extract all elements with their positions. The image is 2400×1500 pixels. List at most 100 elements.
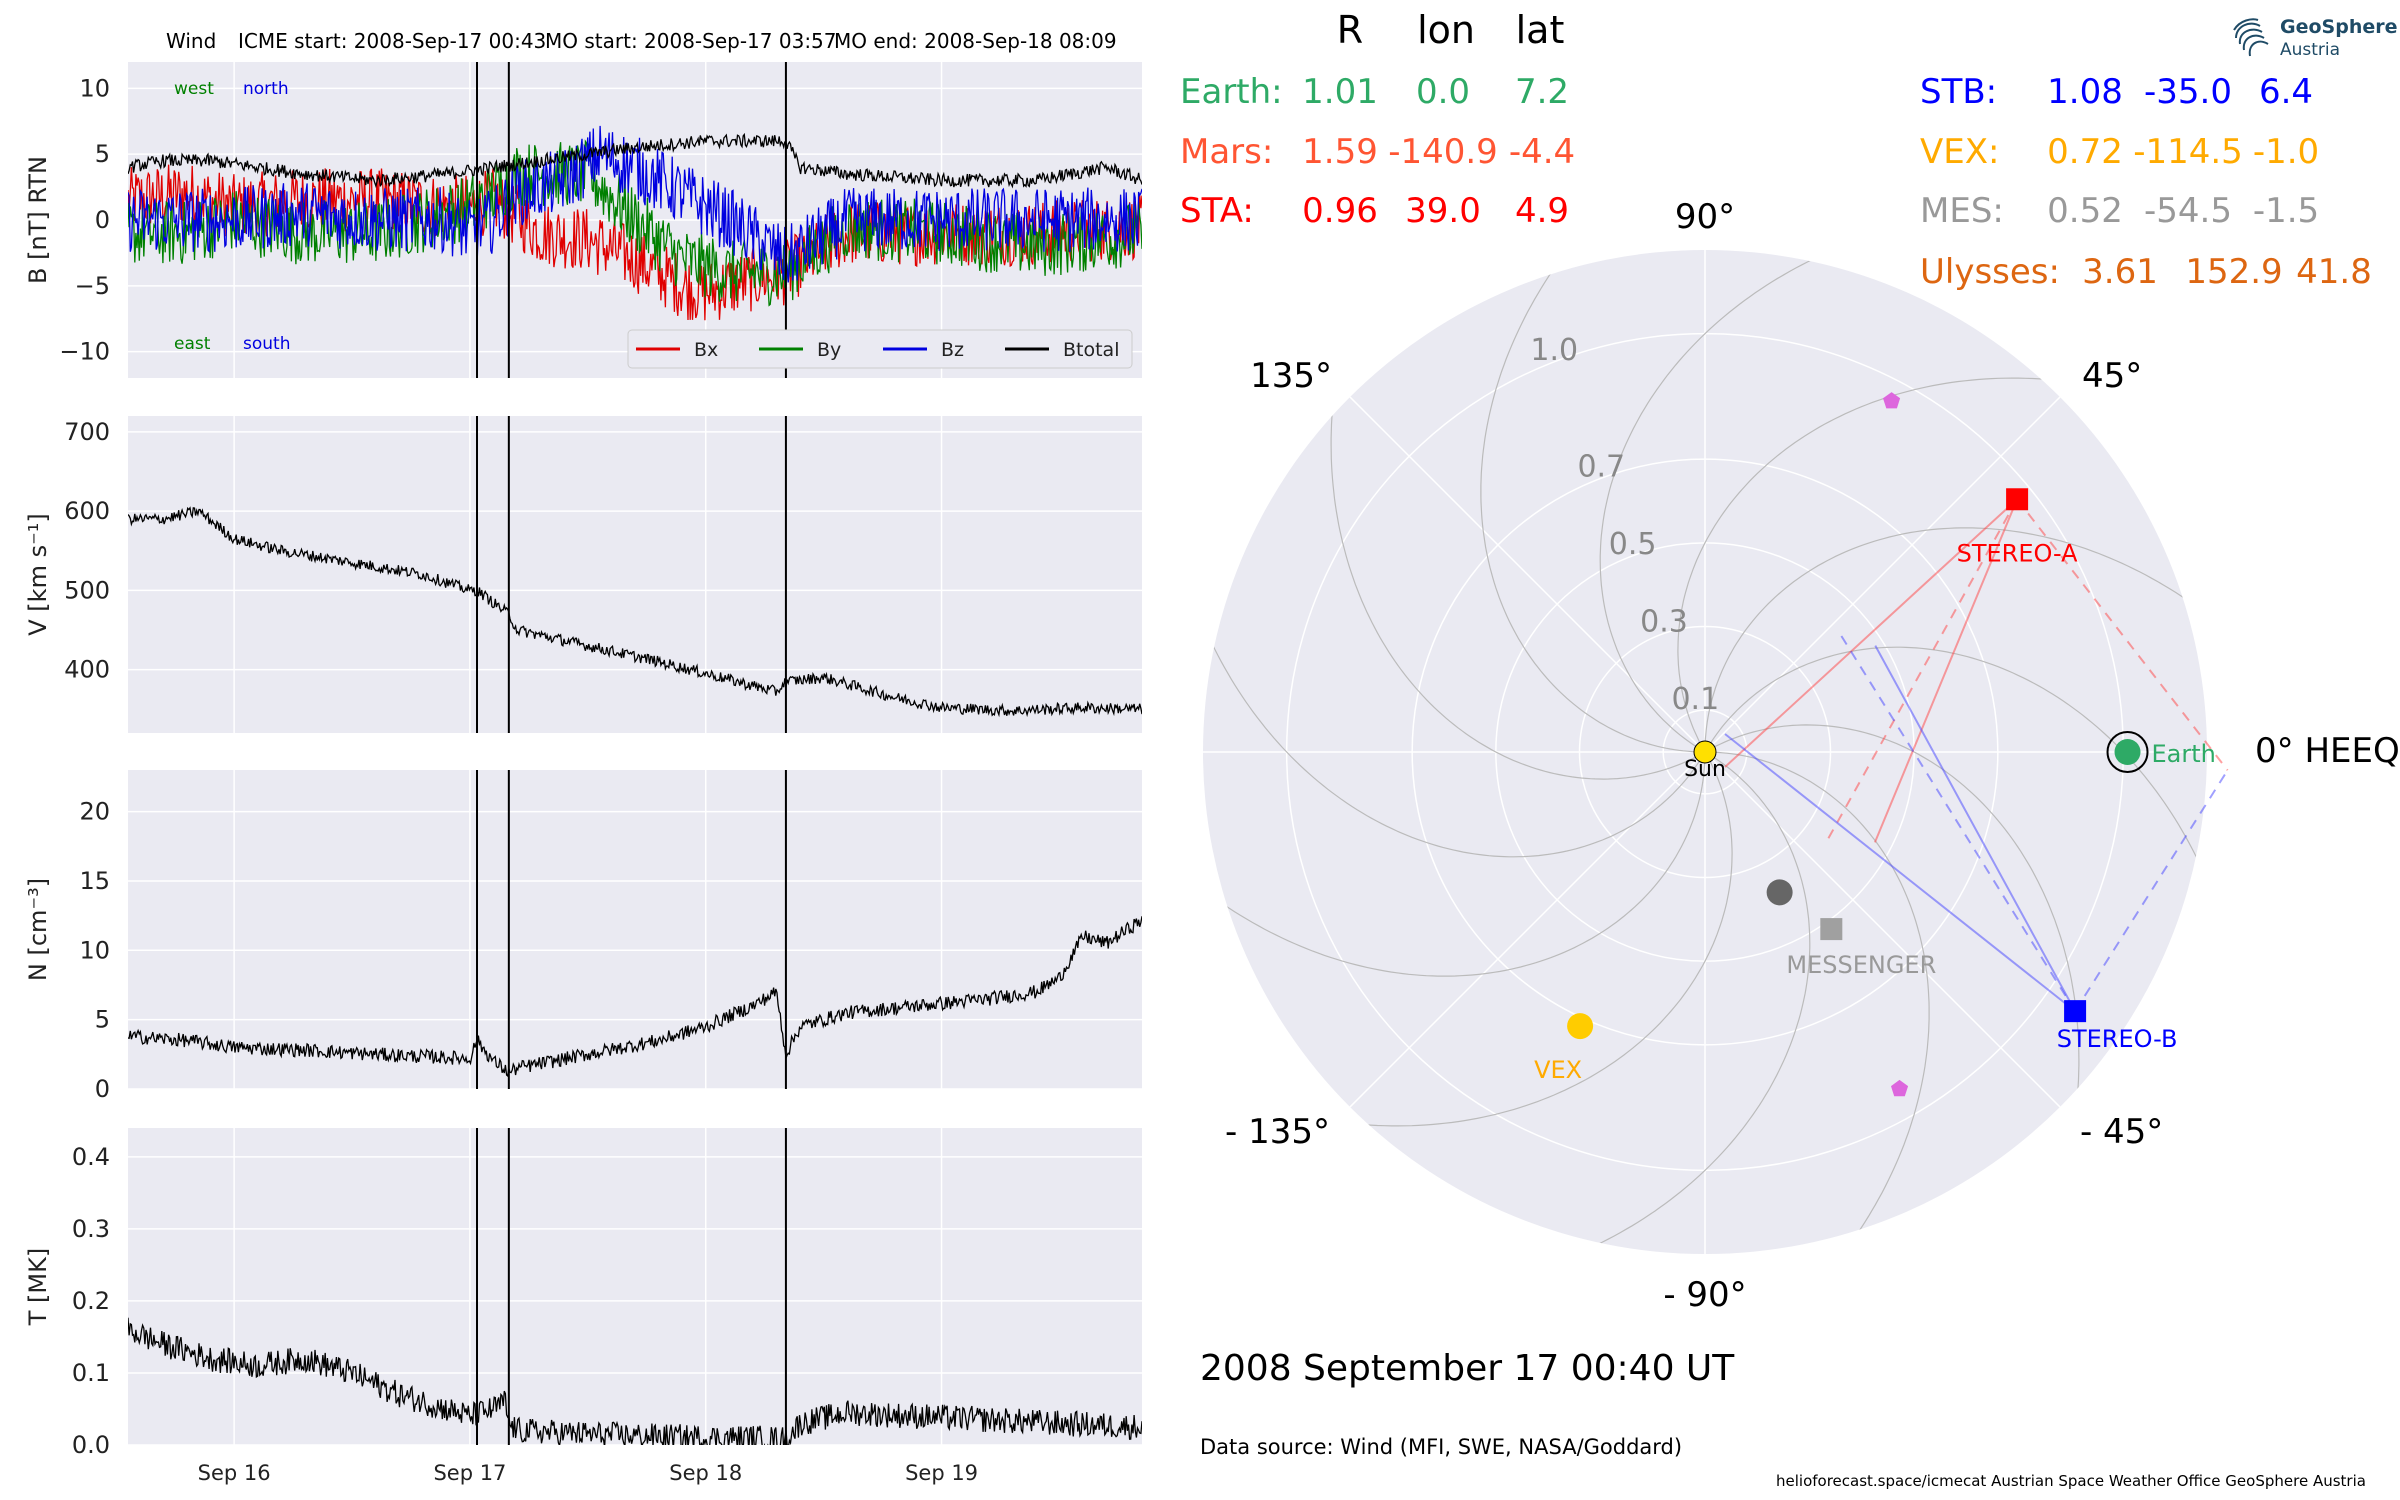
series-line-data bbox=[128, 506, 1142, 718]
header-spacecraft: Wind bbox=[166, 29, 217, 53]
ytick-label: 0.0 bbox=[72, 1431, 110, 1459]
ytick-label: 0.4 bbox=[72, 1143, 110, 1171]
ytick-label: −5 bbox=[75, 272, 110, 300]
annotation-west: west bbox=[174, 79, 214, 99]
series-line-Btotal bbox=[128, 132, 1142, 189]
legend-label: Bz bbox=[941, 339, 964, 361]
xtick-label: Sep 19 bbox=[905, 1461, 978, 1485]
panel-2: 400 500 600 700 V [km s⁻¹] bbox=[24, 416, 1142, 733]
venus-pentagon-lower-marker bbox=[1891, 1079, 1909, 1097]
parker-spiral bbox=[1599, 250, 1841, 753]
ytick-label: 10 bbox=[79, 74, 110, 102]
ytick-label: 0.2 bbox=[72, 1287, 110, 1315]
series-line-data bbox=[128, 916, 1142, 1078]
messenger-label: MESSENGER bbox=[1786, 951, 1936, 979]
angle-label: 0° HEEQ bbox=[2255, 731, 2400, 771]
table-row-name: STA: bbox=[1180, 191, 1254, 231]
parker-spiral bbox=[1335, 751, 1733, 1127]
venus-pentagon-upper-marker bbox=[1883, 392, 1901, 409]
table-row-name: MES: bbox=[1920, 191, 2004, 231]
polar-spoke bbox=[1349, 751, 1706, 1108]
messenger-marker bbox=[1820, 918, 1843, 941]
parker-spiral bbox=[1677, 377, 2075, 753]
legend-label: Bx bbox=[694, 339, 718, 361]
angle-label: 90° bbox=[1675, 197, 1735, 237]
logo-text-line2: Austria bbox=[2280, 40, 2341, 60]
ytick-label: 5 bbox=[95, 140, 110, 168]
ytick-label: 500 bbox=[64, 576, 110, 604]
data-source: Data source: Wind (MFI, SWE, NASA/Goddar… bbox=[1200, 1435, 1683, 1459]
legend-box bbox=[627, 329, 1133, 369]
stereo-b-marker bbox=[2064, 1000, 2087, 1023]
vex-label: VEX bbox=[1534, 1056, 1582, 1084]
annotation-south: south bbox=[243, 334, 290, 354]
r-tick-label: 0.5 bbox=[1609, 527, 1657, 562]
series-line-data bbox=[128, 1317, 1142, 1445]
table-row-name: Ulysses: bbox=[1920, 252, 2060, 292]
mercury-marker bbox=[1766, 879, 1793, 906]
ytick-label: 0.3 bbox=[72, 1215, 110, 1243]
xtick-label: Sep 17 bbox=[433, 1461, 506, 1485]
parker-spiral bbox=[1203, 616, 1706, 858]
ytick-label: 5 bbox=[95, 1006, 110, 1034]
polar-spoke bbox=[1704, 396, 2061, 753]
xtick-label: Sep 18 bbox=[669, 1461, 742, 1485]
table-row-name: STB: bbox=[1920, 72, 1998, 112]
ytick-label: −10 bbox=[59, 338, 110, 366]
xtick-label: Sep 16 bbox=[198, 1461, 271, 1485]
parker-spiral bbox=[1330, 382, 1706, 780]
parker-spiral bbox=[1704, 646, 2207, 888]
ytick-label: 0 bbox=[95, 206, 110, 234]
ytick-label: 0.1 bbox=[72, 1359, 110, 1387]
stereo-b-label: STEREO-B bbox=[2057, 1025, 2178, 1053]
sun-label: Sun bbox=[1684, 757, 1726, 782]
timestamp: 2008 September 17 00:40 UT bbox=[1200, 1348, 1735, 1389]
ytick-label: 600 bbox=[64, 497, 110, 525]
ylabel: V [km s⁻¹] bbox=[24, 513, 52, 635]
parker-spiral bbox=[1705, 751, 1930, 1254]
header-icme-start: ICME start: 2008-Sep-17 00:43 bbox=[238, 29, 547, 53]
header-mo-start: MO start: 2008-Sep-17 03:57 bbox=[545, 29, 837, 53]
angle-label: 45° bbox=[2082, 356, 2142, 396]
sta-line bbox=[1873, 498, 2019, 843]
logo-swirl-icon bbox=[2233, 18, 2269, 57]
panel-background bbox=[128, 416, 1142, 733]
stereo-a-marker bbox=[2006, 488, 2029, 511]
r-tick-label: 1.0 bbox=[1530, 333, 1578, 368]
parker-spiral bbox=[1569, 751, 1811, 1254]
panel-4: 0.0 0.1 0.2 0.3 0.4 Sep 16 Sep 17 Sep 18 Sep 19 T… bbox=[24, 1128, 1142, 1485]
annotation-east: east bbox=[174, 334, 211, 354]
header-mo-end: MO end: 2008-Sep-18 08:09 bbox=[834, 29, 1117, 53]
table-row-name: Earth: bbox=[1180, 72, 1283, 112]
panel-3: 0 5 10 15 20 N [cm⁻³] bbox=[24, 770, 1142, 1103]
ytick-label: 20 bbox=[79, 798, 110, 826]
annotation-north: north bbox=[243, 79, 289, 99]
legend: Bx By Bz Btotal bbox=[627, 329, 1133, 369]
vex-marker bbox=[1567, 1013, 1594, 1040]
r-tick-label: 0.7 bbox=[1577, 449, 1625, 484]
angle-label: - 45° bbox=[2080, 1112, 2163, 1152]
credits: helioforecast.space/icmecat Austrian Spa… bbox=[1776, 1472, 2366, 1490]
stb-line bbox=[1837, 631, 2076, 1012]
angle-label: - 90° bbox=[1663, 1275, 1746, 1315]
earth-ring bbox=[2106, 731, 2149, 773]
ytick-label: 10 bbox=[79, 936, 110, 964]
polar-spoke bbox=[1349, 396, 1706, 753]
earth-marker bbox=[2114, 739, 2141, 765]
polar-spoke bbox=[1704, 751, 2061, 1108]
table-row-name: VEX: bbox=[1920, 132, 2000, 172]
parker-spiral bbox=[1704, 724, 2080, 1122]
legend-label: Btotal bbox=[1063, 339, 1119, 361]
stb-line bbox=[1724, 733, 2076, 1012]
parker-spiral bbox=[1203, 752, 1706, 977]
geosphere-logo: GeoSphere Austria bbox=[2230, 14, 2398, 64]
ylabel: N [cm⁻³] bbox=[24, 878, 52, 981]
parker-spiral bbox=[1480, 250, 1705, 753]
logo-text-line1: GeoSphere bbox=[2280, 16, 2398, 38]
r-tick-label: 0.1 bbox=[1671, 682, 1719, 717]
panel-background bbox=[128, 770, 1142, 1089]
panel-background bbox=[128, 1128, 1142, 1445]
